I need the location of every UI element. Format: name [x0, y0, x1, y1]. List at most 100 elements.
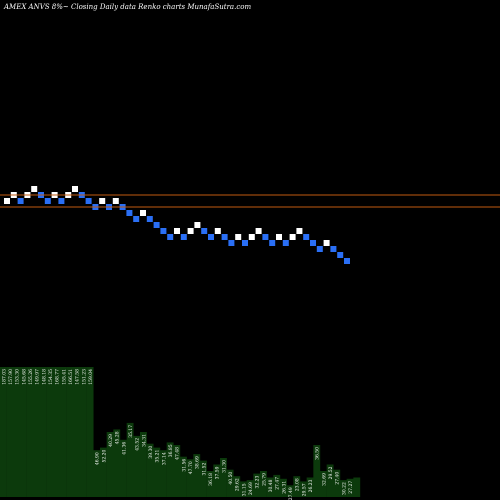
renko-brick	[112, 198, 119, 204]
volume-bar	[40, 367, 47, 497]
volume-bar	[120, 439, 127, 497]
renko-brick	[323, 240, 330, 246]
volume-label: 149.97	[35, 369, 41, 385]
volume-label: 29.57	[301, 483, 307, 496]
volume-label: 37.14	[161, 452, 167, 465]
renko-brick	[269, 240, 276, 246]
renko-brick	[58, 198, 65, 204]
volume-bar	[186, 459, 194, 497]
volume-bar	[300, 481, 307, 497]
volume-bar	[46, 367, 54, 497]
volume-label: 168.77	[55, 369, 61, 385]
renko-brick	[310, 240, 316, 246]
volume-bar	[133, 435, 141, 497]
renko-brick	[303, 234, 310, 240]
volume-bar	[313, 445, 321, 497]
volume-bar	[326, 464, 334, 497]
volume-label: 27.49	[288, 487, 294, 500]
volume-label: 31.56	[181, 459, 187, 472]
volume-bar	[260, 471, 267, 497]
volume-label: 32.69	[321, 473, 327, 486]
volume-bar	[0, 367, 7, 497]
volume-label: 43.52	[135, 438, 141, 451]
volume-label: 157.90	[8, 369, 14, 385]
renko-brick	[262, 234, 269, 240]
renko-brick	[4, 198, 10, 204]
renko-brick	[44, 198, 51, 204]
volume-label: 155.26	[28, 369, 34, 385]
volume-label: 47.70	[188, 461, 194, 474]
volume-bar	[166, 442, 174, 497]
renko-brick	[126, 210, 133, 216]
renko-brick	[140, 210, 146, 216]
volume-label: 30.22	[341, 482, 347, 495]
volume-label: 154.35	[48, 369, 54, 385]
volume-bar	[6, 367, 14, 497]
renko-brick	[296, 228, 303, 234]
renko-brick	[85, 198, 92, 204]
volume-label: 27.47	[275, 477, 281, 490]
volume-label: 32.23	[255, 475, 261, 488]
volume-label: 23.08	[295, 478, 301, 491]
volume-bar	[293, 476, 301, 497]
volume-label: 31.30	[221, 460, 227, 473]
volume-bar	[213, 464, 221, 497]
volume-bar	[180, 456, 187, 497]
volume-label: 26.31	[281, 481, 287, 494]
renko-brick	[289, 234, 296, 240]
renko-brick	[153, 222, 160, 228]
volume-bar	[100, 447, 107, 497]
volume-label: 38.69	[195, 456, 201, 469]
volume-label: 153.30	[15, 369, 21, 385]
volume-label: 35.17	[128, 425, 134, 438]
renko-brick	[194, 222, 201, 228]
renko-brick	[201, 228, 208, 234]
volume-label: 45.28	[115, 431, 121, 444]
volume-label: 159.04	[88, 369, 94, 385]
volume-bar	[160, 450, 167, 497]
renko-brick	[180, 234, 187, 240]
volume-label: 145.68	[21, 369, 27, 385]
volume-label: 26.23	[308, 479, 314, 492]
volume-label: 29.52	[328, 466, 334, 479]
volume-label: 31.15	[241, 483, 247, 496]
volume-bar	[273, 474, 281, 497]
renko-brick	[228, 240, 235, 246]
renko-brick	[344, 258, 350, 264]
renko-brick	[167, 234, 174, 240]
volume-bar	[193, 454, 201, 497]
volume-bar	[286, 485, 294, 497]
volume-label: 37.59	[215, 466, 221, 479]
volume-label: 39.30	[148, 446, 154, 459]
volume-bar	[280, 478, 287, 497]
volume-bar	[333, 469, 341, 497]
chart-title: AMEX ANVS 8%~ Closing Daily data Renko c…	[4, 3, 252, 11]
volume-bar	[60, 367, 67, 497]
volume-label: 47.48	[175, 447, 181, 460]
volume-bar	[66, 367, 74, 497]
volume-label: 36.50	[315, 447, 321, 460]
renko-brick	[146, 216, 153, 222]
volume-label: 52.20	[101, 449, 107, 462]
volume-bar	[173, 445, 181, 497]
volume-bar	[266, 477, 274, 497]
volume-bar	[306, 477, 314, 497]
renko-brick	[221, 234, 228, 240]
volume-label: 36.85	[168, 444, 174, 457]
volume-bar	[240, 481, 247, 497]
renko-brick	[337, 252, 344, 258]
volume-label: 35.21	[155, 449, 161, 462]
renko-brick	[214, 228, 221, 234]
volume-bar	[340, 480, 347, 497]
volume-label: 148.18	[41, 369, 47, 385]
volume-bar	[13, 367, 21, 497]
renko-brick	[248, 234, 255, 240]
volume-label: 166.51	[68, 369, 74, 385]
renko-brick	[316, 246, 323, 252]
volume-bar	[140, 432, 147, 497]
volume-bar	[233, 476, 241, 497]
renko-brick	[17, 198, 24, 204]
renko-brick	[330, 246, 337, 252]
volume-bar	[220, 458, 227, 497]
